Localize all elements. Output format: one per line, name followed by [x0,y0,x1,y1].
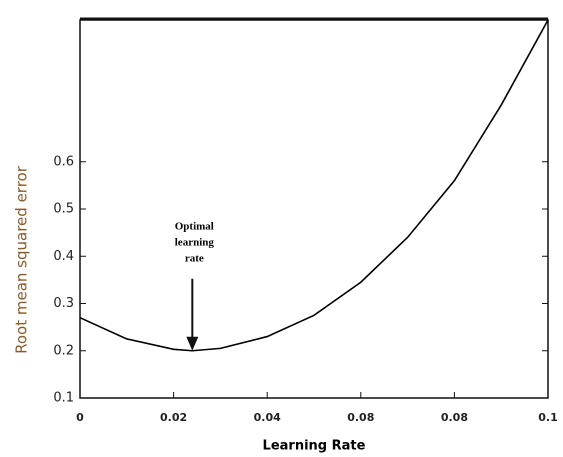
x-tick-label: 0.08 [347,411,374,424]
y-tick-label: 0.4 [53,249,74,264]
x-tick-label: 0 [76,411,84,424]
y-tick-label: 0.6 [53,154,74,169]
y-axis-label: Root mean squared error [13,165,31,354]
y-tick-label: 0.2 [53,343,74,358]
x-tick-label: 0.04 [254,411,281,424]
line-series [79,19,549,352]
x-axis-label: Learning Rate [263,439,366,454]
x-tick-label: 0.02 [160,411,187,424]
y-tick-label: 0.5 [53,202,74,217]
plot-frame [79,19,549,399]
x-tick-label: 0.1 [538,411,558,424]
annotation-text: rate [185,252,204,264]
annotation-text: Optimal [175,220,214,232]
y-tick-label: 0.3 [53,296,74,311]
annotation-arrowhead [186,336,199,351]
x-tick-label: 0.08 [441,411,468,424]
y-tick-label: 0.1 [53,391,74,406]
annotation-text: learning [175,236,215,248]
